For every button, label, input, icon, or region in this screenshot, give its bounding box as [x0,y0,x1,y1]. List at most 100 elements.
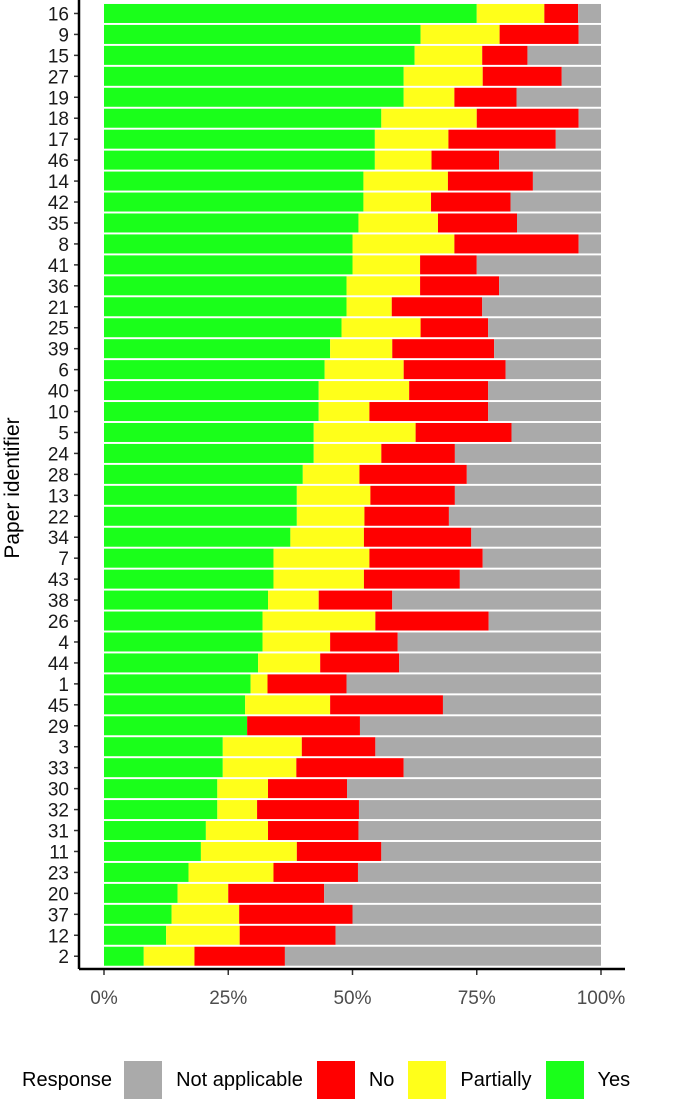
bar-segment-no-paper-23 [273,862,358,882]
y-tick-label: 3 [58,738,69,759]
y-tick-label: 40 [48,382,69,403]
bar-segment-no-paper-37 [239,904,353,924]
bar-segment-partially-paper-25 [341,318,421,338]
y-tick-label: 31 [48,822,69,843]
y-tick-label: 39 [48,340,69,361]
legend-label-not-applicable: Not applicable [176,1068,303,1091]
bar-segment-not-applicable-paper-5 [511,422,601,442]
bar-segment-partially-paper-42 [363,192,432,212]
y-tick-label: 23 [48,863,69,884]
bar-segment-not-applicable-paper-12 [335,925,601,945]
y-tick-label: 32 [48,801,69,822]
bar-segment-yes-paper-46 [104,150,375,170]
legend-key-partially [408,1061,447,1099]
bar-segment-partially-paper-13 [296,485,371,505]
bar-segment-partially-paper-1 [250,674,268,694]
y-tick-label: 35 [48,214,69,235]
bar-segment-partially-paper-46 [374,150,432,170]
bar-segment-partially-paper-23 [188,862,274,882]
bar-segment-yes-paper-1 [104,674,251,694]
bar-segment-partially-paper-26 [262,611,376,631]
bar-segment-no-paper-8 [454,234,579,254]
bar-segment-partially-paper-7 [273,548,370,568]
bar-segment-yes-paper-23 [104,862,189,882]
y-axis-ticks: 1691527191817461442358413621253964010524… [48,4,79,968]
y-tick-label: 19 [48,88,69,109]
legend-label-partially: Partially [460,1068,532,1091]
bar-segment-not-applicable-paper-13 [454,485,601,505]
bar-segment-partially-paper-27 [403,66,483,86]
bar-segment-not-applicable-paper-45 [442,695,601,715]
bar-segment-yes-paper-42 [104,192,364,212]
bar-segment-not-applicable-paper-23 [357,862,601,882]
bar-segment-no-paper-44 [320,653,400,673]
bar-segment-yes-paper-38 [104,590,269,610]
bar-segment-not-applicable-paper-6 [505,360,601,380]
y-tick-label: 18 [48,109,69,130]
bar-segment-yes-paper-14 [104,171,364,191]
bar-segment-not-applicable-paper-16 [578,3,601,23]
bar-segment-yes-paper-4 [104,632,263,652]
bar-segment-yes-paper-20 [104,883,178,903]
bar-segment-partially-paper-36 [346,276,421,296]
bar-segment-not-applicable-paper-19 [516,87,601,107]
bar-segment-not-applicable-paper-1 [346,674,601,694]
bar-segment-partially-paper-28 [302,464,360,484]
y-tick-label: 6 [58,361,69,382]
bar-segment-not-applicable-paper-11 [381,841,601,861]
bar-segment-not-applicable-paper-44 [399,653,601,673]
bar-segment-yes-paper-15 [104,45,415,65]
bar-segment-yes-paper-36 [104,276,347,296]
bar-segment-not-applicable-paper-29 [359,716,601,736]
y-tick-label: 21 [48,298,69,319]
bar-segment-not-applicable-paper-32 [358,800,601,820]
bar-segment-partially-paper-6 [324,360,404,380]
bar-segment-partially-paper-16 [476,3,545,23]
bar-segment-no-paper-31 [268,821,359,841]
bar-segment-no-paper-40 [409,381,489,401]
y-tick-label: 26 [48,612,69,633]
bar-segment-yes-paper-37 [104,904,172,924]
bar-segment-no-paper-6 [403,360,506,380]
bar-segment-not-applicable-paper-37 [352,904,601,924]
bar-segment-partially-paper-21 [346,297,392,317]
bar-segment-yes-paper-17 [104,129,375,149]
bar-segment-yes-paper-27 [104,66,404,86]
bar-segment-no-paper-27 [482,66,562,86]
legend: Response Not applicable No Partially Yes [0,1060,685,1100]
y-tick-label: 5 [58,423,69,444]
x-tick-label: 0% [90,988,118,1009]
y-tick-label: 10 [48,403,69,424]
bar-segment-not-applicable-paper-34 [471,527,601,547]
bar-segment-no-paper-4 [330,632,398,652]
bar-segment-no-paper-11 [296,841,382,861]
y-tick-label: 34 [48,528,70,549]
x-tick-label: 50% [333,988,371,1009]
bar-segment-no-paper-30 [268,779,348,799]
bar-segment-no-paper-39 [392,339,495,359]
y-tick-label: 27 [48,67,69,88]
bar-segment-yes-paper-29 [104,716,248,736]
bar-segment-not-applicable-paper-24 [454,443,601,463]
bar-segment-partially-paper-8 [352,234,455,254]
bar-segment-yes-paper-45 [104,695,246,715]
bar-segment-not-applicable-paper-17 [555,129,601,149]
bars-group [104,3,601,966]
bar-segment-yes-paper-3 [104,737,223,757]
bar-segment-partially-paper-10 [318,402,370,422]
bar-segment-yes-paper-13 [104,485,297,505]
bar-segment-no-paper-42 [431,192,511,212]
x-axis-ticks: 0% 25% 50% 75% 100% [90,969,625,1009]
y-tick-label: 13 [48,486,69,507]
y-tick-label: 24 [48,444,70,465]
bar-segment-no-paper-32 [257,800,359,820]
bar-segment-not-applicable-paper-38 [392,590,601,610]
y-tick-label: 8 [58,235,69,256]
bar-segment-no-paper-3 [301,737,376,757]
legend-item-partially: Partially [408,1061,545,1099]
y-tick-label: 11 [49,842,69,863]
bar-segment-yes-paper-5 [104,422,314,442]
bar-segment-partially-paper-45 [245,695,331,715]
bar-segment-not-applicable-paper-42 [510,192,601,212]
bar-segment-yes-paper-25 [104,318,342,338]
